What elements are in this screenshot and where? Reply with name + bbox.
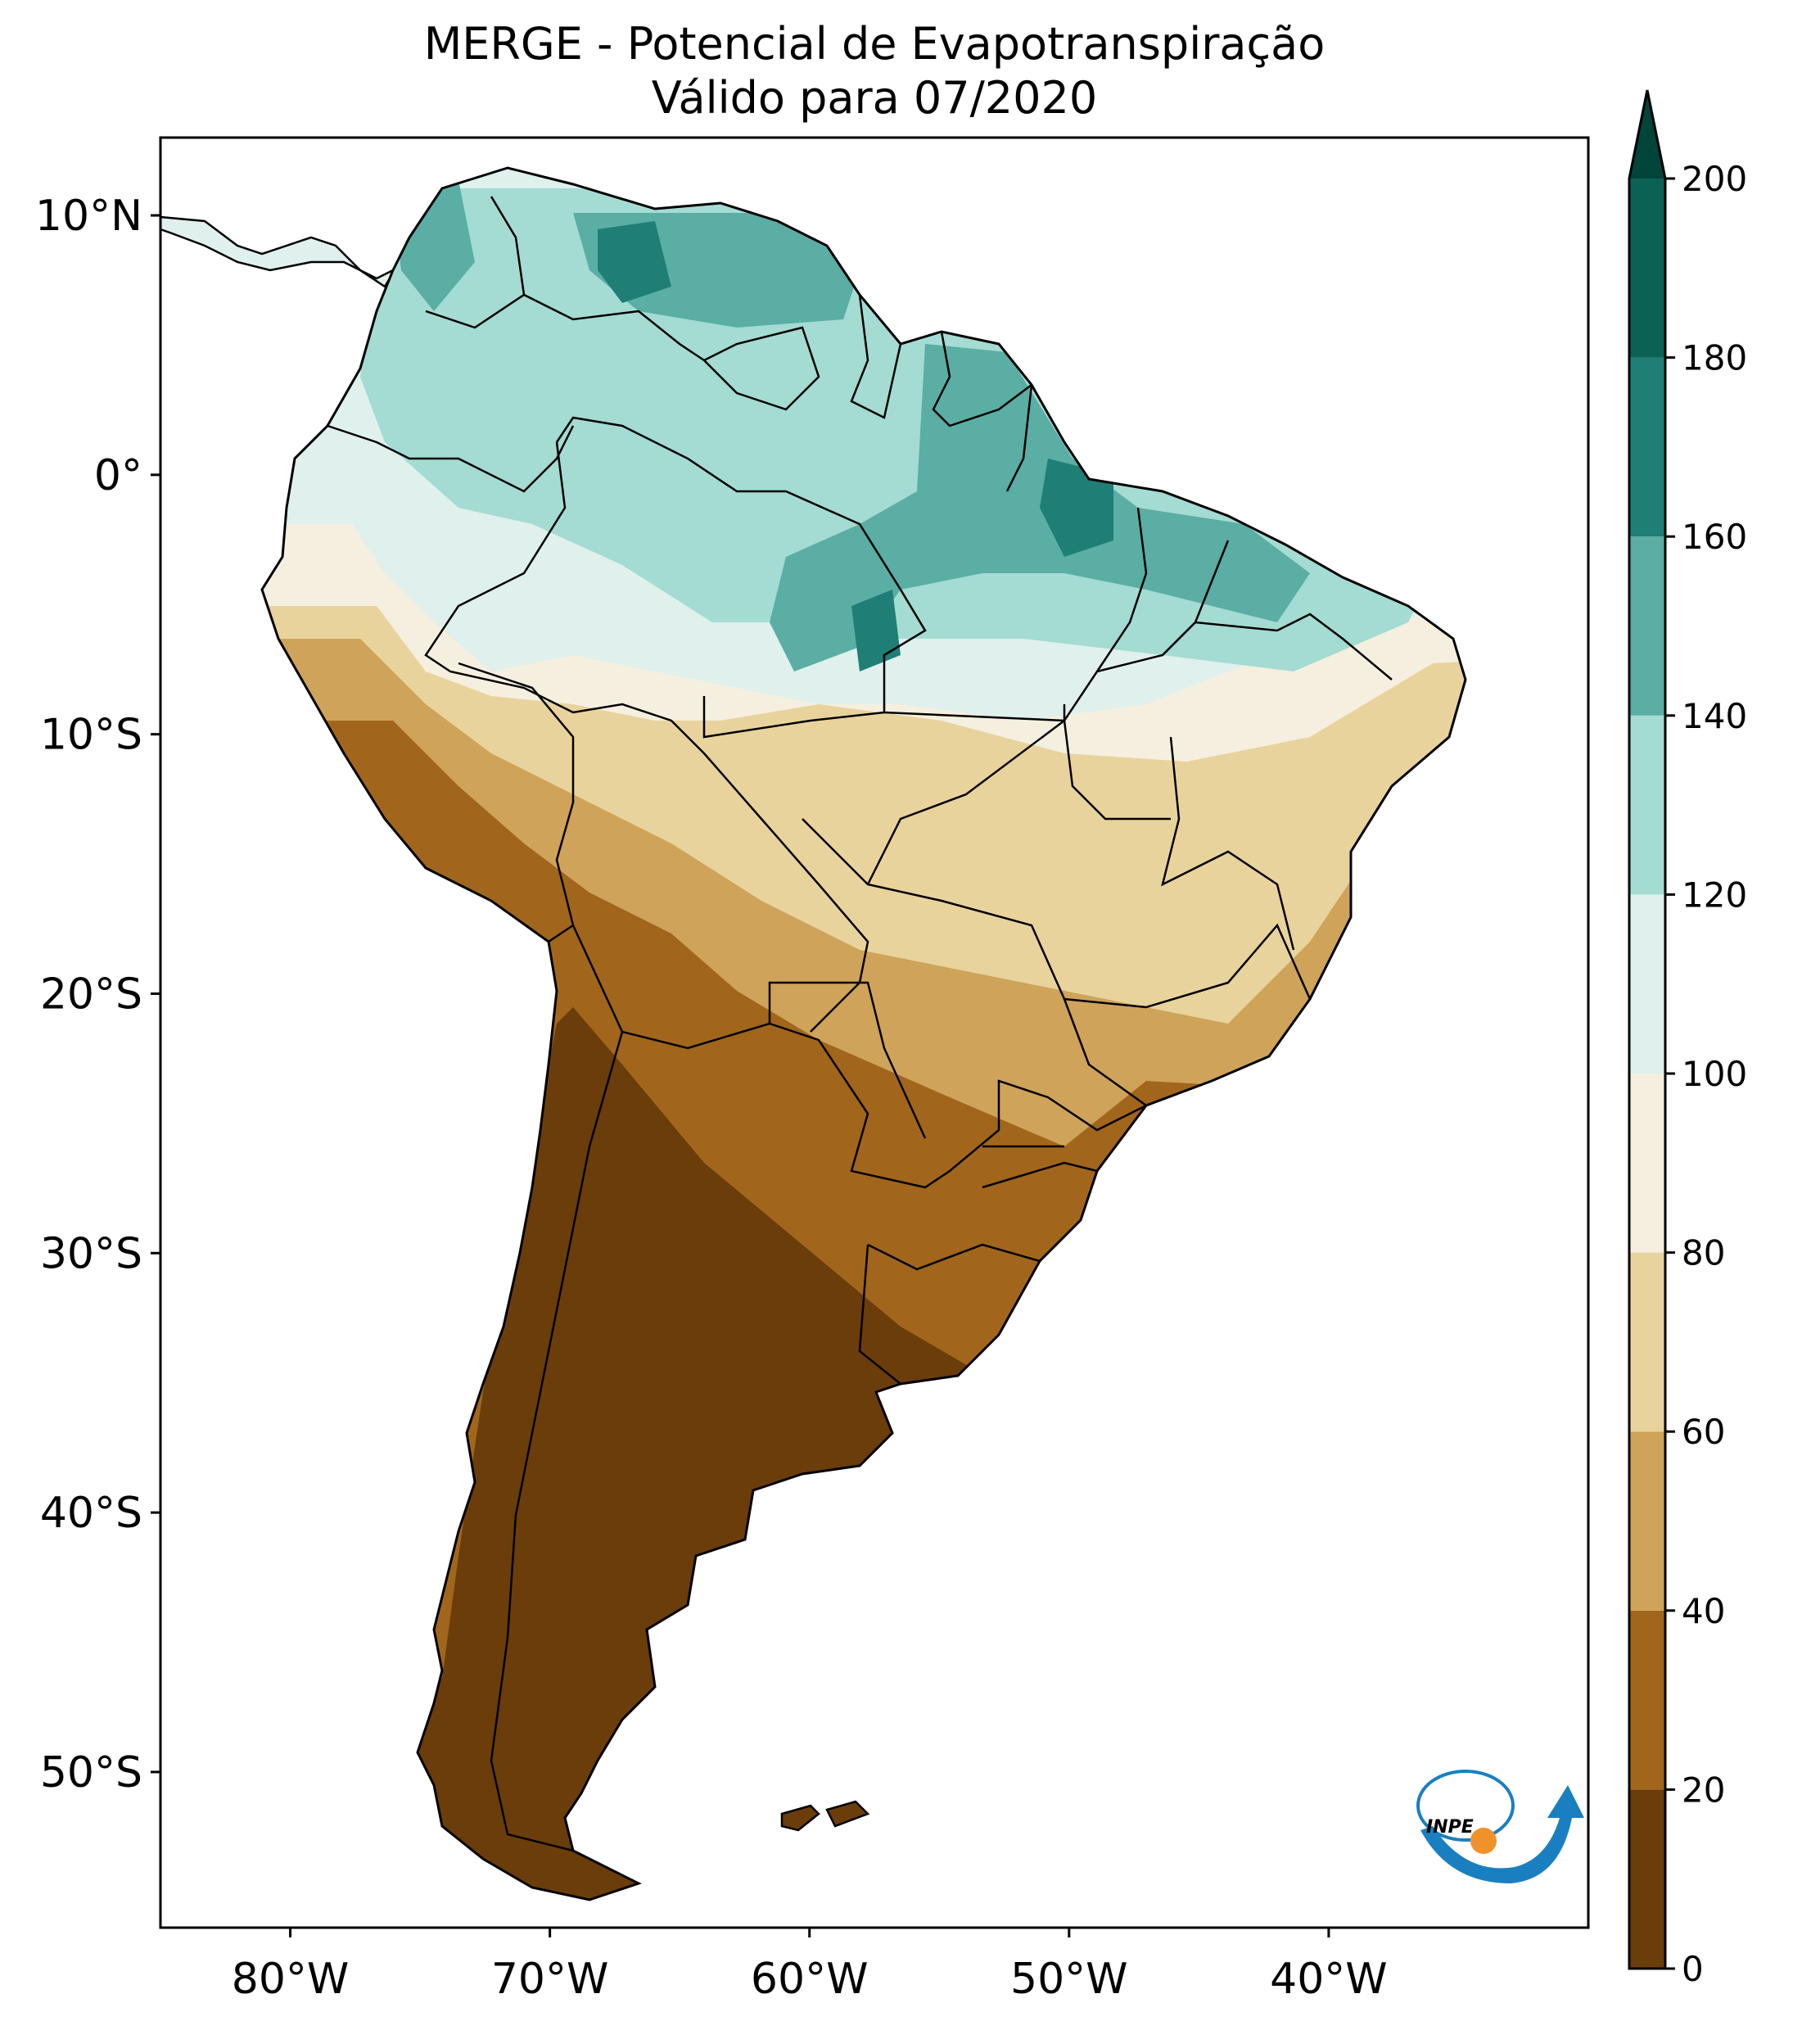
x-tick-label: 80°W [232,1955,350,2004]
colorbar-tick-label: 60 [1682,1412,1725,1452]
x-axis: 80°W 70°W 60°W 50°W 40°W [232,1928,1388,2004]
colorbar-tick-label: 120 [1682,875,1747,915]
y-tick-label: 10°N [35,192,142,241]
colorbar-segment [1629,894,1665,1074]
inpe-logo: INPE [1416,1770,1584,1883]
colorbar-segment [1629,1431,1665,1611]
y-tick-label: 10°S [40,711,142,760]
y-axis: 10°N 0° 10°S 20°S 30°S 40°S 50°S [35,192,160,1797]
band-160-180 [598,221,1113,671]
colorbar-tick-label: 20 [1682,1770,1725,1810]
colorbar-extend-arrow [1629,90,1665,179]
y-tick-label: 0° [94,451,142,500]
colorbar-tick-label: 40 [1682,1591,1725,1631]
colorbar-tick-label: 140 [1682,696,1747,736]
colorbar-outline [1628,89,1667,1970]
falkland-islands [780,1800,870,1832]
colorbar-segment [1629,715,1665,895]
logo-orbit-icon [1416,1770,1515,1842]
x-tick-label: 70°W [491,1955,609,2004]
map-frame [159,136,1590,1929]
colorbar-tick-label: 180 [1682,338,1747,378]
colorbar-tick-label: 160 [1682,517,1747,557]
colorbar-tick-label: 0 [1682,1949,1704,1989]
logo-sun-icon [1470,1828,1497,1854]
colorbar-segment [1629,179,1665,358]
colorbar: 0 20 40 60 80 100 120 140 160 180 200 [1628,89,1747,1989]
colorbar-segment [1629,1252,1665,1432]
colorbar-segment [1629,1789,1665,1969]
colorbar-segment [1629,1074,1665,1253]
colorbar-segment [1629,1610,1665,1790]
y-tick-label: 50°S [40,1748,142,1797]
chart-subtitle: Válido para 07/2020 [652,72,1097,124]
y-tick-label: 40°S [40,1489,142,1538]
coastline [260,166,1467,1901]
colorbar-tick-label: 200 [1682,159,1747,199]
chart-title: MERGE - Potencial de Evapotranspiração [424,18,1325,70]
colorbar-segment [1629,536,1665,716]
logo-arrow-icon [1420,1785,1584,1883]
x-tick-label: 50°W [1010,1955,1128,2004]
borders [327,196,1393,1852]
x-tick-label: 60°W [751,1955,869,2004]
y-tick-label: 30°S [40,1229,142,1278]
colorbar-tick-label: 80 [1682,1233,1725,1273]
x-tick-label: 40°W [1270,1955,1388,2004]
logo-text: INPE [1426,1817,1474,1838]
colorbar-tick-label: 100 [1682,1054,1747,1094]
colorbar-segment [1629,357,1665,537]
y-tick-label: 20°S [40,970,142,1019]
